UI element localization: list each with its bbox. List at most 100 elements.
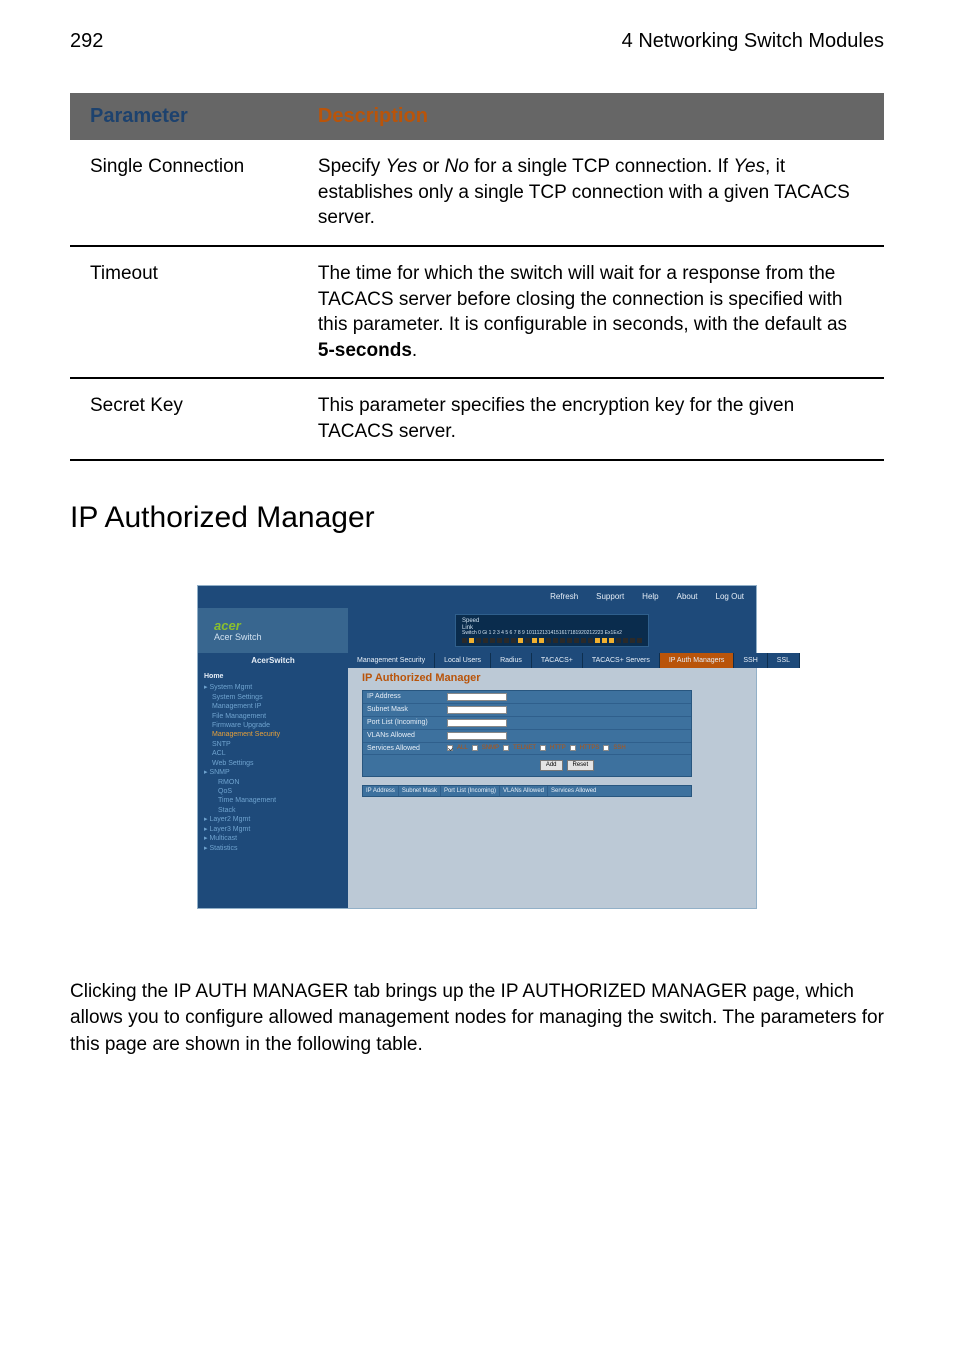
port-led [518, 638, 523, 643]
tab-tacacs-[interactable]: TACACS+ [532, 653, 583, 668]
nav-management-security[interactable]: Management Security [204, 730, 342, 739]
tab-ssl[interactable]: SSL [768, 653, 800, 668]
nav-web-settings[interactable]: Web Settings [204, 759, 342, 768]
port-numbers: Switch 0 Gi 1 2 3 4 5 6 7 8 9 1011121314… [462, 631, 642, 637]
nav-sntp[interactable]: SNTP [204, 740, 342, 749]
form-label: Subnet Mask [367, 706, 447, 713]
port-led [553, 638, 558, 643]
nav-snmp[interactable]: ▸ SNMP [204, 768, 342, 777]
checkbox-label: SNMP [482, 745, 499, 751]
topbar-link-support[interactable]: Support [596, 592, 624, 601]
reset-button[interactable]: Reset [567, 760, 595, 771]
form-label: Services Allowed [367, 745, 447, 752]
parameter-table: Parameter Description Single ConnectionS… [70, 93, 884, 461]
port-led [490, 638, 495, 643]
checkbox-label: ALL [457, 745, 468, 751]
topbar: Refresh Support Help About Log Out [198, 586, 756, 608]
checkbox-snmp[interactable] [472, 745, 478, 751]
param-desc: The time for which the switch will wait … [298, 246, 884, 379]
port-led [637, 638, 642, 643]
speed-label: Speed [462, 618, 479, 624]
port-led [581, 638, 586, 643]
section-title: IP Authorized Manager [70, 501, 884, 535]
nav-multicast[interactable]: ▸ Multicast [204, 834, 342, 843]
param-desc: Specify Yes or No for a single TCP conne… [298, 140, 884, 246]
nav-system-mgmt[interactable]: ▸ System Mgmt [204, 683, 342, 692]
tab-radius[interactable]: Radius [491, 653, 532, 668]
checkbox-all[interactable] [447, 745, 453, 751]
result-col: VLANs Allowed [500, 786, 548, 796]
port-led [602, 638, 607, 643]
result-col: Services Allowed [548, 786, 599, 796]
topbar-link-help[interactable]: Help [642, 592, 658, 601]
nav-rmon[interactable]: RMON [204, 778, 342, 787]
port-led [532, 638, 537, 643]
port-led [497, 638, 502, 643]
nav-statistics[interactable]: ▸ Statistics [204, 844, 342, 853]
nav-time-management[interactable]: Time Management [204, 796, 342, 805]
port-led [469, 638, 474, 643]
topbar-link-refresh[interactable]: Refresh [550, 592, 578, 601]
tab-local-users[interactable]: Local Users [435, 653, 491, 668]
nav-layer2-mgmt[interactable]: ▸ Layer2 Mgmt [204, 815, 342, 824]
port-led [616, 638, 621, 643]
param-name: Timeout [70, 246, 298, 379]
logo-area: acer Acer Switch [198, 608, 348, 653]
param-desc: This parameter specifies the encryption … [298, 378, 884, 459]
col-description: Description [298, 93, 884, 140]
nav-stack[interactable]: Stack [204, 806, 342, 815]
topbar-link-about[interactable]: About [677, 592, 698, 601]
port-list-incoming--input[interactable] [447, 719, 507, 727]
subnet-mask-input[interactable] [447, 706, 507, 714]
tab-management-security[interactable]: Management Security [348, 653, 435, 668]
port-led [546, 638, 551, 643]
nav-qos[interactable]: QoS [204, 787, 342, 796]
col-parameter: Parameter [70, 93, 298, 140]
port-led [504, 638, 509, 643]
result-col: IP Address [363, 786, 399, 796]
result-table: IP AddressSubnet MaskPort List (Incoming… [362, 785, 692, 797]
form-label: VLANs Allowed [367, 732, 447, 739]
port-led [595, 638, 600, 643]
checkbox-https[interactable] [570, 745, 576, 751]
checkbox-telnet[interactable] [503, 745, 509, 751]
chapter-title: 4 Networking Switch Modules [622, 30, 884, 53]
port-led [609, 638, 614, 643]
checkbox-ssh[interactable] [603, 745, 609, 751]
checkbox-http[interactable] [540, 745, 546, 751]
port-led [567, 638, 572, 643]
checkbox-label: TELNET [513, 745, 536, 751]
nav-home[interactable]: Home [204, 672, 342, 681]
checkbox-label: HTTPS [580, 745, 600, 751]
tab-ssh[interactable]: SSH [734, 653, 767, 668]
tab-ip-auth-managers[interactable]: IP Auth Managers [660, 653, 735, 668]
port-led [623, 638, 628, 643]
nav-acl[interactable]: ACL [204, 749, 342, 758]
tabs-row: AcerSwitch Management SecurityLocal User… [198, 653, 756, 668]
nav-system-settings[interactable]: System Settings [204, 693, 342, 702]
page-number: 292 [70, 30, 103, 53]
nav-firmware-upgrade[interactable]: Firmware Upgrade [204, 721, 342, 730]
ip-address-input[interactable] [447, 693, 507, 701]
port-panel: Speed Link Switch 0 Gi 1 2 3 4 5 6 7 8 9… [348, 608, 756, 653]
tab-tacacs-servers[interactable]: TACACS+ Servers [583, 653, 660, 668]
result-col: Subnet Mask [399, 786, 441, 796]
form-table: IP AddressSubnet MaskPort List (Incoming… [362, 690, 692, 777]
nav-management-ip[interactable]: Management IP [204, 702, 342, 711]
side-nav: Home ▸ System MgmtSystem SettingsManagem… [198, 668, 348, 908]
add-button[interactable]: Add [540, 760, 563, 771]
switch-ui-screenshot: Refresh Support Help About Log Out acer Acer… [197, 585, 757, 909]
port-led [525, 638, 530, 643]
param-name: Single Connection [70, 140, 298, 246]
topbar-link-log-out[interactable]: Log Out [716, 592, 744, 601]
vlans-allowed-input[interactable] [447, 732, 507, 740]
form-label: IP Address [367, 693, 447, 700]
page-header: 292 4 Networking Switch Modules [70, 30, 884, 53]
port-led [560, 638, 565, 643]
checkbox-label: SSH [613, 745, 625, 751]
port-led [462, 638, 467, 643]
nav-layer3-mgmt[interactable]: ▸ Layer3 Mgmt [204, 825, 342, 834]
side-title: AcerSwitch [198, 653, 348, 668]
nav-file-management[interactable]: File Management [204, 712, 342, 721]
port-led [539, 638, 544, 643]
